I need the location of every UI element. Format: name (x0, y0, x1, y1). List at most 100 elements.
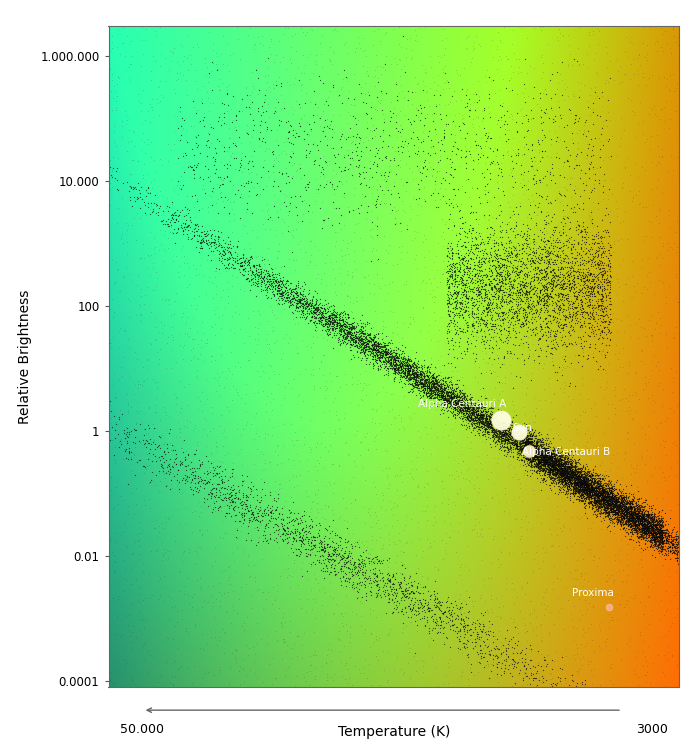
Point (565, 474, 576, 486)
Point (368, 403, 379, 415)
Point (253, 84, 265, 96)
Point (523, 447, 534, 459)
Point (418, 380, 429, 392)
Point (449, 390, 460, 402)
Point (513, 239, 524, 251)
Point (361, 590, 372, 602)
Point (491, 416, 503, 428)
Point (622, 519, 634, 532)
Point (276, 261, 287, 273)
Point (576, 485, 587, 497)
Point (292, 288, 303, 300)
Point (594, 501, 605, 513)
Point (564, 460, 575, 472)
Point (550, 254, 561, 266)
Point (593, 273, 604, 285)
Point (563, 468, 574, 480)
Point (477, 411, 488, 424)
Point (229, 360, 240, 372)
Point (668, 541, 680, 553)
Point (496, 426, 507, 438)
Point (654, 516, 665, 528)
Point (654, 529, 665, 541)
Point (546, 455, 557, 467)
Point (650, 511, 662, 523)
Point (611, 501, 622, 513)
Point (520, 435, 531, 447)
Point (516, 433, 527, 445)
Point (555, 464, 566, 476)
Point (520, 436, 531, 448)
Point (398, 524, 409, 536)
Point (304, 298, 315, 310)
Point (237, 177, 248, 189)
Point (666, 547, 678, 559)
Point (652, 518, 664, 530)
Point (554, 23, 565, 35)
Point (380, 197, 391, 209)
Point (634, 525, 645, 538)
Point (578, 473, 589, 485)
Point (535, 450, 546, 462)
Point (142, 197, 153, 209)
Point (484, 418, 495, 430)
Point (634, 532, 645, 544)
Point (150, 29, 162, 42)
Point (528, 603, 540, 615)
Point (413, 378, 424, 390)
Point (580, 479, 592, 491)
Point (520, 277, 531, 289)
Point (596, 488, 608, 500)
Point (436, 377, 447, 389)
Point (621, 497, 632, 509)
Point (495, 336, 506, 348)
Point (551, 232, 562, 244)
Point (424, 390, 435, 402)
Point (568, 471, 579, 483)
Point (641, 522, 652, 535)
Point (554, 462, 566, 474)
Point (550, 177, 561, 190)
Point (160, 454, 172, 466)
Point (160, 408, 172, 421)
Point (368, 159, 379, 171)
Point (545, 245, 556, 257)
Point (213, 491, 224, 503)
Point (394, 348, 405, 360)
Point (617, 503, 628, 515)
Point (376, 341, 387, 353)
Point (577, 489, 588, 501)
Point (326, 316, 337, 328)
Point (459, 295, 470, 307)
Point (648, 528, 659, 541)
Point (524, 451, 535, 463)
Point (433, 380, 444, 392)
Point (617, 575, 628, 587)
Point (522, 228, 533, 240)
Point (432, 354, 443, 366)
Point (389, 596, 400, 609)
Point (377, 489, 388, 501)
Point (560, 455, 571, 467)
Point (585, 483, 596, 495)
Point (624, 515, 636, 527)
Point (474, 414, 485, 426)
Point (333, 217, 344, 229)
Point (570, 479, 582, 492)
Point (654, 538, 665, 550)
Point (125, 578, 136, 590)
Point (469, 410, 480, 422)
Point (512, 429, 524, 441)
Point (571, 485, 582, 498)
Point (246, 267, 258, 279)
Point (233, 492, 244, 504)
Point (456, 448, 468, 460)
Point (354, 334, 365, 346)
Point (288, 519, 299, 532)
Point (604, 495, 615, 507)
Point (597, 487, 608, 499)
Point (187, 484, 198, 496)
Point (595, 348, 606, 360)
Point (276, 283, 287, 295)
Point (335, 550, 346, 562)
